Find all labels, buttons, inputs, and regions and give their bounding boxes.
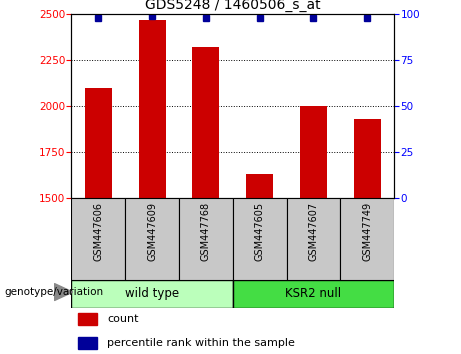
Bar <box>246 174 273 198</box>
Bar <box>354 119 381 198</box>
Text: genotype/variation: genotype/variation <box>5 287 104 297</box>
Bar <box>78 313 97 325</box>
Bar <box>300 106 327 198</box>
Bar <box>340 198 394 280</box>
Bar <box>233 198 287 280</box>
Text: GSM447606: GSM447606 <box>93 202 103 261</box>
Polygon shape <box>54 284 73 301</box>
Text: GSM447607: GSM447607 <box>308 202 319 262</box>
Text: GSM447609: GSM447609 <box>147 202 157 261</box>
Bar <box>287 198 340 280</box>
Text: KSR2 null: KSR2 null <box>285 287 342 300</box>
Text: GSM447768: GSM447768 <box>201 202 211 262</box>
Bar <box>71 198 125 280</box>
Bar <box>85 88 112 198</box>
Bar <box>179 198 233 280</box>
Bar <box>71 280 233 308</box>
Text: wild type: wild type <box>125 287 179 300</box>
Bar <box>139 20 165 198</box>
Bar <box>233 280 394 308</box>
Bar <box>78 337 97 349</box>
Text: GSM447605: GSM447605 <box>254 202 265 262</box>
Text: percentile rank within the sample: percentile rank within the sample <box>107 338 295 348</box>
Text: GSM447749: GSM447749 <box>362 202 372 262</box>
Bar <box>125 198 179 280</box>
Bar <box>193 47 219 198</box>
Title: GDS5248 / 1460506_s_at: GDS5248 / 1460506_s_at <box>145 0 320 12</box>
Text: count: count <box>107 314 138 324</box>
